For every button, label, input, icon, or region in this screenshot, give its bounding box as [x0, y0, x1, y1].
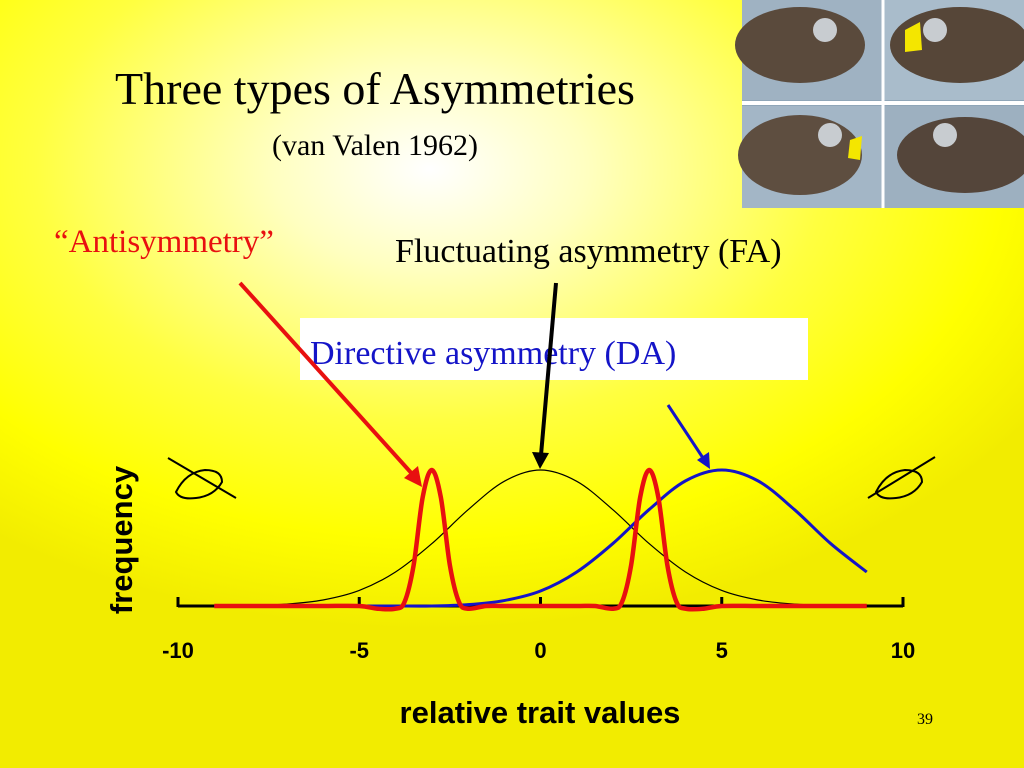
x-axis-label: relative trait values — [400, 695, 681, 730]
series-line — [177, 469, 904, 607]
x-tick-label: 5 — [716, 638, 728, 663]
x-tick-label: -5 — [349, 638, 369, 663]
title: Three types of Asymmetries — [115, 63, 635, 114]
series-line — [214, 467, 867, 612]
subtitle: (van Valen 1962) — [272, 129, 478, 162]
antisymmetry-label: “Antisymmetry” — [54, 224, 274, 260]
hand-icon — [867, 456, 936, 500]
y-axis-label: frequency — [104, 465, 139, 614]
x-tick-label: 10 — [891, 638, 915, 663]
x-tick-label: -10 — [162, 638, 194, 663]
x-tick-label: 0 — [534, 638, 546, 663]
hand-icon — [167, 457, 237, 500]
arrows — [238, 281, 710, 487]
series-line — [214, 468, 868, 608]
fa-label: Fluctuating asymmetry (FA) — [395, 233, 782, 270]
da-label: Directive asymmetry (DA) — [310, 335, 676, 372]
fish-photo — [735, 0, 1024, 208]
page-number: 39 — [917, 711, 933, 728]
